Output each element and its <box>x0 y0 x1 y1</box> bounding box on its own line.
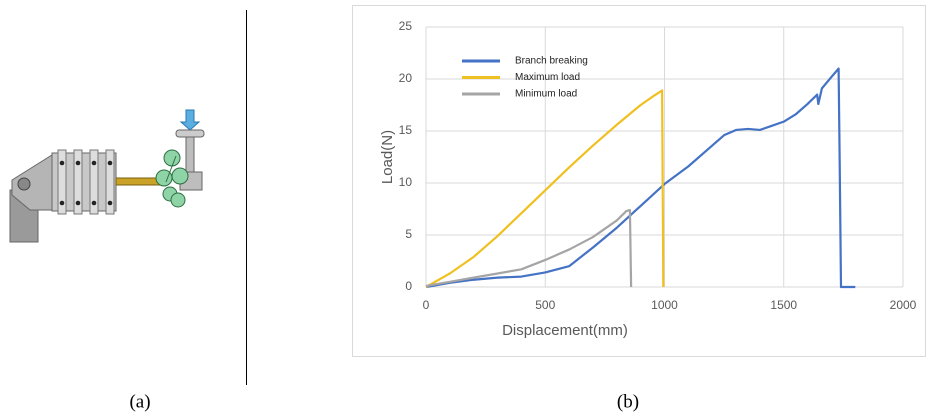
x-tick-label: 0 <box>423 298 430 312</box>
y-tick-label: 20 <box>399 71 413 85</box>
series-line <box>425 89 665 288</box>
x-tick-label: 1500 <box>770 298 797 312</box>
x-tick-label: 2000 <box>890 298 917 312</box>
y-tick-label: 15 <box>399 123 413 137</box>
y-axis-label: Load(N) <box>379 130 396 184</box>
y-tick-label: 5 <box>405 227 412 241</box>
mechanism-diagram <box>9 109 205 243</box>
y-tick-label: 25 <box>399 19 413 33</box>
chart-frame <box>352 5 926 357</box>
series-line <box>425 67 856 289</box>
legend-label: Minimum load <box>515 89 577 100</box>
caption: (b) <box>617 391 639 412</box>
series-line <box>425 208 633 288</box>
x-tick-label: 1000 <box>651 298 678 312</box>
y-tick-label: 0 <box>405 279 412 293</box>
legend-label: Branch breaking <box>515 56 588 67</box>
x-axis-label: Displacement(mm) <box>502 322 628 339</box>
y-tick-label: 10 <box>399 175 413 189</box>
x-tick-label: 500 <box>535 298 555 312</box>
caption: (a) <box>129 391 150 412</box>
legend-label: Maximum load <box>515 72 580 83</box>
